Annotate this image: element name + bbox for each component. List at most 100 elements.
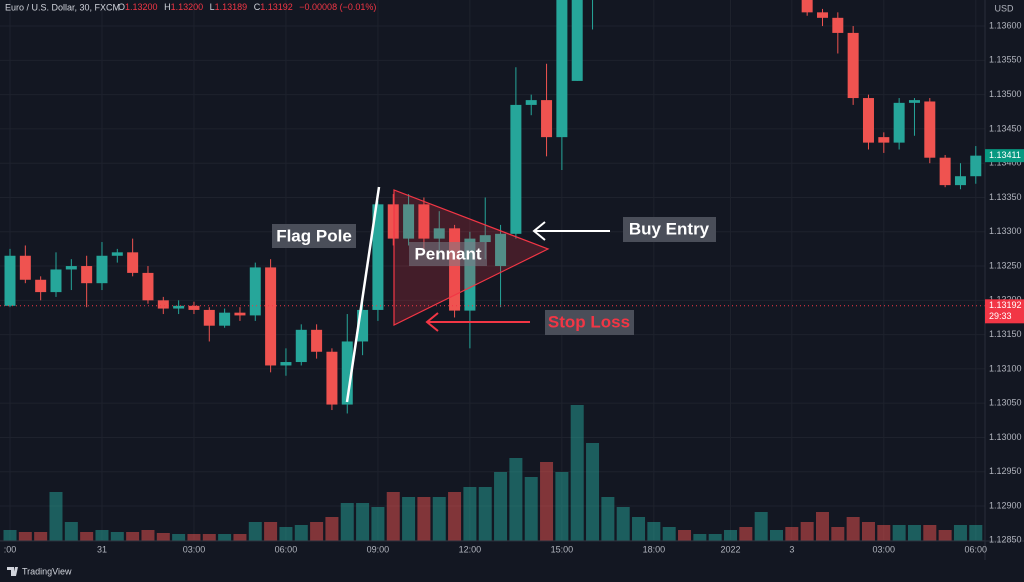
y-tick-label: 1.13150: [989, 329, 1022, 339]
volume-bar: [724, 530, 738, 541]
volume-bar: [110, 532, 124, 541]
y-axis: 1.12850 1.12900 1.12950 1.13000 1.13050 1.131…: [989, 20, 1022, 544]
candle-body: [111, 252, 123, 256]
volume-bar: [923, 525, 937, 541]
candle-body: [954, 176, 966, 186]
volume-bar: [264, 522, 278, 541]
volume-bar: [770, 530, 783, 541]
candle-body: [173, 305, 185, 309]
volume-bar: [248, 522, 262, 541]
volume-bar: [846, 517, 860, 541]
volume-bar: [126, 532, 140, 541]
candle-body: [219, 312, 231, 326]
stop-arrow-head: [425, 312, 439, 332]
volume-bar: [95, 530, 109, 541]
volume-bar: [861, 522, 875, 541]
volume-bar: [953, 525, 967, 541]
volume-bar: [3, 530, 17, 541]
volume-bar: [907, 525, 921, 541]
volume-bar: [187, 534, 201, 541]
ohlc-letter: L: [210, 2, 215, 12]
volume-bar: [678, 530, 692, 541]
volume-bar: [969, 525, 983, 541]
candle-body: [433, 228, 445, 239]
price-tag: [985, 299, 1024, 324]
x-tick-label: 31: [97, 544, 107, 554]
candle-body: [801, 0, 813, 13]
volume-bar: [647, 522, 661, 541]
candle-body: [541, 100, 553, 138]
drawings: Flag Pole Pennant Buy Entry Stop Loss: [272, 186, 716, 403]
candle-body: [157, 300, 169, 309]
candle-body: [464, 238, 476, 311]
candle-body: [326, 351, 338, 405]
volume-bar: [233, 534, 247, 541]
candle-body: [571, 0, 583, 81]
volume-bar: [739, 527, 753, 541]
x-tick-label: 03:00: [873, 544, 896, 554]
volume-bar: [294, 525, 308, 541]
volume-bar: [202, 534, 216, 541]
candle-body: [81, 266, 93, 284]
volume-bar: [601, 497, 615, 541]
volume-bar: [64, 522, 78, 541]
candle-body: [387, 204, 399, 239]
volume-bar: [172, 534, 186, 541]
volume-bar: [877, 525, 891, 541]
candle-body: [495, 233, 507, 267]
volume-bar: [432, 497, 446, 541]
y-tick-label: 1.13250: [989, 260, 1022, 270]
candle-body: [295, 329, 307, 363]
candle-body: [556, 0, 568, 138]
volume-bar: [831, 527, 845, 541]
x-tick-label: 06:00: [965, 544, 988, 554]
volume-bar: [555, 472, 569, 541]
candle-body: [280, 362, 292, 366]
symbol-title: Euro / U.S. Dollar, 30, FXCM: [5, 2, 120, 12]
candle-body: [188, 305, 200, 310]
candle-body: [203, 309, 215, 326]
x-tick-label: 3: [789, 544, 794, 554]
candle-body: [939, 157, 951, 186]
x-tick-label: 18:00: [643, 544, 666, 554]
volume-bar: [325, 517, 339, 541]
x-tick-label: 09:00: [367, 544, 390, 554]
ohlc-value: 1.13200: [125, 2, 158, 12]
x-tick-label: 03:00: [183, 544, 206, 554]
countdown: 29:33: [989, 311, 1012, 321]
candle-body: [525, 100, 537, 105]
candle-body: [127, 252, 139, 273]
flag-pole-line: [345, 186, 381, 403]
ohlc-value: 1.13192: [260, 2, 293, 12]
volume-bar: [662, 527, 676, 541]
annotation-box: [623, 217, 716, 242]
candle-body: [510, 104, 522, 234]
y-axis-label: USD: [994, 3, 1014, 13]
candle-body: [4, 255, 16, 306]
volume-bar: [478, 487, 492, 541]
x-tick-label: :00: [4, 544, 17, 554]
candle-body: [418, 204, 430, 239]
candle-body: [372, 204, 384, 310]
volume-bar: [80, 532, 94, 541]
annotation-box: [545, 310, 634, 335]
candle-body: [878, 137, 890, 143]
volume-bar: [754, 512, 768, 541]
y-tick-label: 1.13300: [989, 226, 1022, 236]
ohlc-letter: C: [254, 2, 261, 12]
candle-body: [265, 267, 277, 366]
candle-body: [862, 98, 874, 143]
buy-arrow-head: [532, 221, 546, 241]
candle-body: [847, 32, 859, 99]
y-tick-label: 1.13350: [989, 192, 1022, 202]
volume-bar: [463, 487, 477, 541]
volume-bar: [49, 492, 63, 541]
volume-bar: [586, 443, 600, 541]
candle-body: [341, 341, 353, 405]
y-tick-label: 1.13050: [989, 398, 1022, 408]
volume-bar: [938, 530, 952, 541]
candle-body: [924, 101, 936, 158]
candle-body: [908, 100, 920, 103]
